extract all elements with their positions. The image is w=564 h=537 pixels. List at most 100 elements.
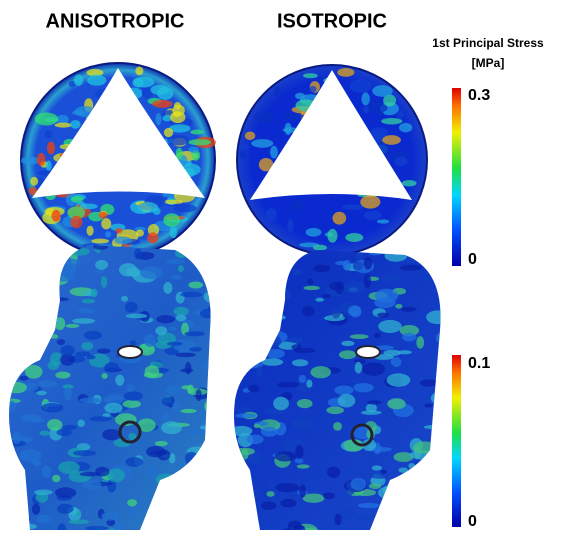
stress-patch: [270, 146, 278, 159]
stress-patch: [306, 228, 322, 237]
stress-patch: [184, 331, 204, 336]
stress-patch: [48, 361, 59, 370]
stress-patch: [335, 261, 348, 265]
stress-patch: [182, 477, 190, 481]
stress-patch: [25, 365, 43, 379]
stress-patch: [415, 460, 423, 467]
stress-patch: [166, 259, 185, 264]
stress-patch: [164, 506, 172, 518]
stress-patch: [42, 313, 56, 320]
stress-patch: [1, 251, 25, 260]
stress-patch: [31, 460, 40, 465]
stress-patch: [114, 236, 131, 244]
stress-patch: [261, 286, 274, 291]
stress-patch: [353, 262, 364, 271]
stress-patch: [387, 373, 411, 386]
stress-patch: [155, 441, 168, 446]
stress-patch: [303, 286, 319, 290]
stress-patch: [251, 139, 273, 148]
stress-patch: [397, 110, 404, 119]
stress-patch: [60, 262, 77, 274]
stress-patch: [55, 123, 72, 128]
stress-patch: [32, 504, 41, 515]
stress-patch: [36, 391, 46, 395]
stress-patch: [274, 86, 282, 96]
stress-patch: [339, 350, 356, 359]
stress-patch: [12, 432, 21, 444]
stress-patch: [83, 480, 102, 489]
stress-patch: [63, 425, 77, 430]
stress-patch: [385, 250, 408, 262]
stress-patch: [126, 457, 144, 467]
stress-patch: [45, 244, 62, 250]
stress-patch: [180, 409, 196, 413]
stress-patch: [192, 477, 212, 484]
stress-patch: [39, 431, 50, 436]
stress-patch: [313, 265, 330, 273]
stress-patch: [18, 277, 36, 289]
stress-patch: [20, 291, 43, 304]
stress-patch: [19, 517, 29, 523]
stress-patch: [105, 231, 111, 237]
stress-patch: [3, 299, 24, 303]
stress-patch: [414, 489, 434, 494]
stress-patch: [400, 265, 422, 271]
stress-patch: [87, 355, 96, 359]
stress-patch: [426, 476, 441, 482]
stress-patch: [235, 448, 255, 455]
stress-patch: [0, 477, 16, 486]
stress-patch: [71, 196, 83, 203]
stress-patch: [348, 306, 361, 317]
stress-patch: [115, 375, 124, 386]
stress-patch: [248, 385, 259, 392]
stress-patch: [303, 73, 318, 78]
stress-patch: [275, 451, 296, 461]
stress-patch: [70, 120, 81, 129]
stress-patch: [138, 202, 159, 213]
stress-patch: [297, 464, 310, 468]
stress-patch: [358, 503, 381, 508]
stress-patch: [12, 255, 34, 269]
stress-patch: [28, 303, 43, 308]
stress-patch: [383, 485, 398, 496]
stress-patch: [57, 429, 72, 436]
colorbar: [452, 88, 461, 266]
stress-patch: [256, 366, 262, 377]
stress-patch: [247, 435, 264, 445]
stress-patch: [435, 265, 448, 273]
stress-patch: [57, 339, 66, 345]
stress-patch: [402, 180, 417, 186]
stress-patch: [78, 308, 95, 313]
legend-unit: [MPa]: [472, 56, 505, 70]
stress-patch: [163, 518, 185, 528]
stress-patch: [365, 459, 384, 464]
stress-patch: [185, 362, 191, 374]
stress-patch: [261, 501, 276, 510]
stress-patch: [21, 156, 39, 165]
stress-patch: [147, 232, 158, 243]
stress-patch: [68, 519, 89, 524]
stress-patch: [287, 219, 293, 232]
figure: ANISOTROPIC ISOTROPIC 1st Principal Stre…: [0, 0, 564, 537]
stress-patch: [297, 399, 313, 408]
3d-view-isotropic: [225, 241, 454, 536]
stress-patch: [381, 118, 402, 125]
stress-patch: [372, 465, 382, 470]
stress-patch: [148, 465, 158, 479]
stress-patch: [420, 379, 438, 386]
stress-patch: [79, 397, 101, 403]
stress-patch: [107, 469, 125, 483]
stress-patch: [70, 216, 82, 229]
stress-patch: [295, 445, 303, 459]
stress-patch: [204, 400, 215, 412]
stress-patch: [144, 334, 156, 347]
stress-patch: [102, 429, 121, 440]
stress-patch: [245, 131, 255, 140]
stress-patch: [438, 422, 446, 429]
stress-patch: [251, 353, 258, 364]
stress-patch: [140, 266, 163, 279]
stress-patch: [311, 366, 331, 378]
stress-patch: [332, 308, 341, 319]
stress-patch: [360, 195, 380, 208]
stress-patch: [33, 285, 45, 291]
